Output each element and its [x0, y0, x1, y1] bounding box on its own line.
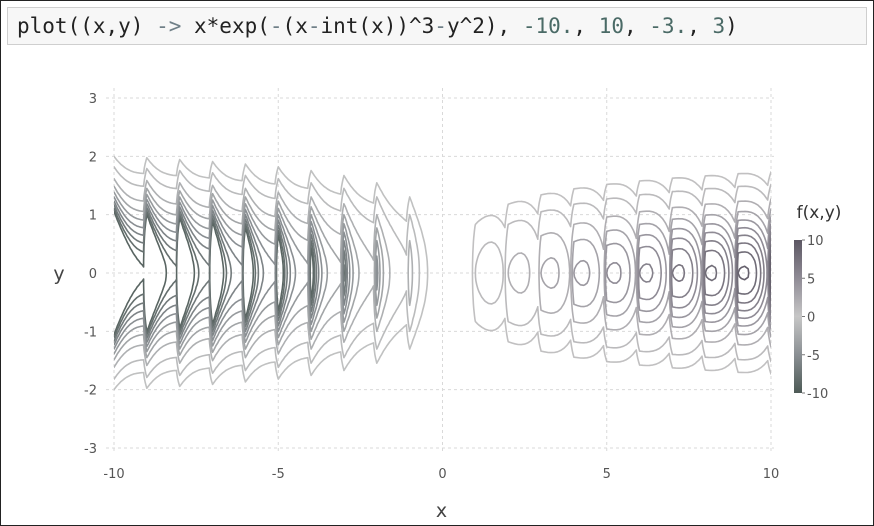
contour-line	[114, 196, 379, 350]
contour-line	[737, 253, 771, 293]
code-token: x*exp(	[181, 14, 270, 38]
code-token: ,	[687, 14, 713, 38]
contour-line	[471, 171, 771, 375]
contour-lines	[114, 155, 771, 391]
code-cell[interactable]: plot((x,y) -> x*exp(-(x-int(x))^3-y^2), …	[7, 7, 867, 45]
colorbar-tick-label: 0	[807, 311, 815, 326]
colorbar-tick-label: -5	[807, 349, 820, 364]
y-tick-label: -3	[84, 442, 97, 457]
colorbar-tick-label: 5	[807, 272, 815, 287]
x-tick-label: 5	[603, 467, 611, 482]
code-token: -10.	[522, 14, 574, 38]
code-token: -3.	[649, 14, 688, 38]
code-token: int(x))^3	[320, 14, 435, 38]
contour-line	[573, 216, 771, 330]
x-tick-label: -10	[103, 467, 124, 482]
code-token: 10	[598, 14, 624, 38]
contour-line	[507, 198, 771, 348]
code-token: -	[434, 14, 447, 38]
code-token: ,	[623, 14, 650, 38]
x-tick-label: 0	[438, 467, 446, 482]
code-token: (x	[282, 14, 308, 38]
y-tick-label: -2	[84, 384, 97, 399]
contour-line	[114, 185, 385, 361]
contour-line	[114, 177, 414, 369]
x-tick-label: -5	[272, 467, 285, 482]
colorbar-tick-label: -10	[807, 387, 828, 402]
code-token: ,	[573, 14, 599, 38]
y-tick-label: 3	[89, 92, 97, 107]
code-token: )	[725, 14, 738, 38]
contour-line	[114, 166, 421, 380]
x-axis-label: x	[436, 500, 447, 522]
y-axis-label: y	[53, 263, 64, 285]
contour-line	[114, 191, 381, 355]
y-tick-label: 0	[89, 267, 97, 282]
code-token: 3	[712, 14, 726, 38]
code-token: -	[307, 14, 321, 38]
code-token: -	[269, 14, 283, 38]
y-tick-label: 2	[89, 150, 97, 165]
contour-line	[114, 155, 429, 391]
y-tick-label: -1	[84, 325, 97, 340]
colorbar-tick-label: 10	[807, 234, 824, 249]
contour-line	[474, 183, 771, 363]
y-tick-label: 1	[89, 209, 97, 224]
code-token: plot((x,y)	[17, 14, 157, 38]
code-token: ->	[156, 14, 182, 38]
code-token: y^2),	[446, 14, 523, 38]
x-tick-label: 10	[763, 467, 780, 482]
colorbar-title: f(x,y)	[797, 203, 842, 223]
contour-line	[704, 244, 771, 302]
contour-line	[540, 208, 771, 338]
colorbar	[794, 240, 802, 393]
